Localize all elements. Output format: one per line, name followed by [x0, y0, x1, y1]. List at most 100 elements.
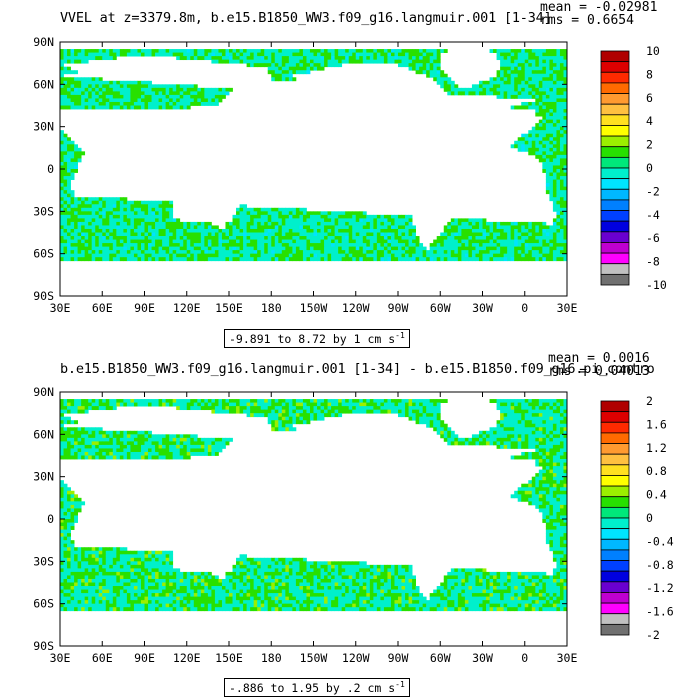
ocean-cell — [63, 246, 68, 251]
ocean-cell — [211, 56, 216, 61]
ocean-cell — [63, 430, 68, 435]
ocean-cell — [271, 406, 276, 411]
ocean-cell — [253, 243, 258, 248]
ocean-cell — [176, 49, 181, 53]
ocean-cell — [130, 52, 135, 57]
ocean-cell — [559, 232, 564, 237]
ocean-cell — [313, 399, 318, 403]
ocean-cell — [510, 70, 515, 75]
rms-label: rms = 0.6654 — [540, 13, 634, 28]
ocean-cell — [563, 497, 568, 502]
ocean-cell — [225, 87, 230, 92]
ocean-cell — [278, 416, 283, 421]
ocean-cell — [475, 232, 480, 237]
ocean-cell — [257, 214, 262, 219]
ocean-cell — [165, 257, 170, 262]
ocean-cell — [545, 116, 550, 121]
ocean-cell — [324, 243, 328, 248]
ocean-cell — [531, 151, 536, 156]
ocean-cell — [207, 101, 212, 106]
ocean-cell — [475, 250, 480, 255]
ocean-cell — [119, 232, 124, 237]
ocean-cell — [556, 508, 561, 513]
ocean-cell — [317, 239, 321, 244]
ocean-cell — [517, 437, 522, 442]
ocean-cell — [274, 228, 279, 233]
ocean-cell — [482, 228, 487, 233]
ocean-cell — [60, 130, 64, 135]
ocean-cell — [500, 437, 505, 442]
ocean-cell — [373, 232, 378, 237]
ocean-cell — [556, 459, 561, 463]
ocean-cell — [137, 434, 142, 439]
ocean-cell — [67, 84, 71, 89]
ocean-cell — [345, 59, 350, 64]
ocean-cell — [112, 250, 117, 255]
ocean-cell — [225, 253, 230, 258]
ocean-cell — [81, 257, 86, 262]
ocean-cell — [440, 423, 445, 428]
ocean-cell — [317, 66, 321, 71]
ocean-cell — [514, 402, 519, 407]
ocean-cell — [207, 250, 212, 255]
ocean-cell — [183, 232, 188, 237]
ocean-cell — [214, 228, 219, 233]
ocean-cell — [84, 430, 89, 435]
ocean-cell — [563, 98, 568, 103]
ocean-cell — [334, 409, 339, 414]
ocean-cell — [81, 225, 86, 230]
ocean-cell — [552, 176, 557, 180]
ocean-cell — [271, 77, 276, 82]
ocean-cell — [218, 406, 223, 411]
ocean-cell — [398, 250, 402, 255]
ocean-cell — [176, 434, 181, 439]
ocean-cell — [102, 52, 107, 57]
ocean-cell — [200, 441, 205, 446]
ocean-cell — [211, 402, 216, 407]
ocean-cell — [521, 137, 526, 142]
ocean-cell — [140, 250, 145, 255]
ocean-cell — [408, 63, 413, 68]
ocean-cell — [440, 77, 445, 82]
ocean-cell — [257, 225, 262, 230]
ocean-cell — [489, 434, 494, 439]
ocean-cell — [109, 434, 114, 439]
ocean-cell — [183, 101, 188, 106]
ocean-cell — [112, 236, 117, 240]
ocean-cell — [197, 253, 202, 258]
ocean-cell — [559, 133, 564, 138]
ocean-cell — [281, 423, 286, 428]
ocean-cell — [112, 214, 117, 219]
ocean-cell — [183, 84, 188, 89]
ocean-cell — [320, 409, 325, 414]
ocean-cell — [457, 225, 462, 230]
ocean-cell — [102, 207, 107, 212]
ocean-cell — [119, 87, 124, 92]
ocean-cell — [443, 77, 448, 82]
ocean-cell — [140, 91, 145, 96]
ocean-cell — [334, 236, 339, 240]
ocean-cell — [482, 84, 487, 89]
ocean-cell — [549, 451, 554, 456]
ocean-cell — [267, 70, 272, 75]
ocean-cell — [105, 221, 110, 226]
ocean-cell — [179, 84, 184, 89]
ocean-cell — [285, 236, 290, 240]
ocean-cell — [130, 218, 135, 223]
ocean-cell — [535, 402, 540, 407]
ocean-cell — [123, 207, 128, 212]
ocean-cell — [552, 501, 557, 506]
ocean-cell — [383, 399, 388, 403]
ocean-cell — [429, 70, 434, 75]
ocean-cell — [359, 243, 364, 248]
ocean-cell — [549, 66, 554, 71]
ocean-cell — [559, 193, 564, 198]
ocean-cell — [63, 94, 68, 99]
ocean-cell — [355, 214, 360, 219]
ocean-cell — [214, 399, 219, 403]
ocean-cell — [341, 399, 346, 403]
ocean-cell — [426, 63, 431, 68]
ocean-cell — [313, 413, 318, 418]
ocean-cell — [535, 236, 540, 240]
ocean-cell — [271, 239, 276, 244]
